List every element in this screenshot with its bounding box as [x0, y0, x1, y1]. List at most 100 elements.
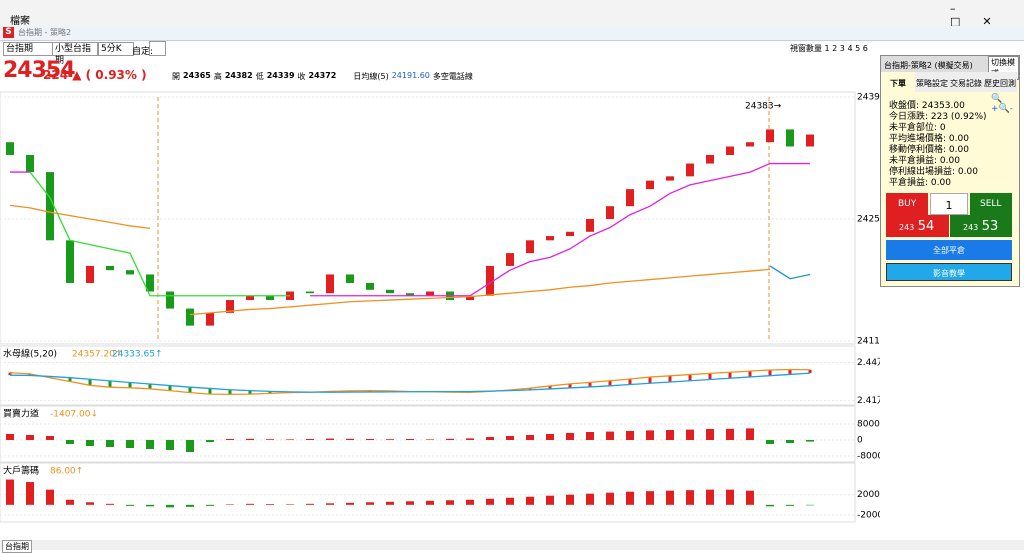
- side-tabs: 下單 策略設定 交易記錄 歷史回測: [881, 72, 1017, 92]
- bar: [386, 501, 394, 505]
- bar: [266, 439, 274, 440]
- bar: [506, 436, 514, 440]
- candle: [486, 265, 494, 296]
- panel-title: 大戶籌碼: [3, 465, 39, 477]
- app-bar: S 台指期 - 策略2: [0, 26, 1024, 41]
- video-button[interactable]: 影音教學: [886, 263, 1012, 281]
- indicator-line: [769, 265, 811, 280]
- bar: [666, 490, 674, 505]
- candle: [46, 172, 54, 241]
- menu-item[interactable]: 檔案: [10, 16, 30, 27]
- title-bar: 檔案 –□✕: [0, 0, 1024, 28]
- info-line: 平倉損益: 0.00: [889, 178, 951, 188]
- indicator-line: [9, 204, 151, 230]
- bar: [326, 503, 334, 505]
- bar: [286, 504, 294, 505]
- candle: [386, 289, 394, 294]
- chart-frame: [0, 91, 856, 345]
- bar: [726, 489, 734, 505]
- candle: [766, 129, 774, 143]
- panel-value: 24333.65↑: [112, 350, 162, 360]
- y-tick-label: 0: [857, 436, 863, 446]
- candle: [226, 300, 234, 313]
- bar: [686, 490, 694, 505]
- bar: [206, 440, 214, 442]
- sell-button[interactable]: SELL: [970, 193, 1012, 215]
- candle: [426, 291, 434, 296]
- bar: [106, 503, 114, 505]
- panel-value: 86.00↑: [50, 467, 83, 477]
- window-count[interactable]: 視窗數量 1 2 3 4 5 6: [790, 44, 868, 53]
- app-title: 台指期 - 策略2: [18, 28, 72, 37]
- bar: [146, 440, 154, 449]
- side-tab[interactable]: 交易記錄: [950, 79, 982, 88]
- status-bar: 台指期: [0, 540, 1024, 553]
- bar: [746, 490, 754, 505]
- bar: [346, 438, 354, 440]
- ask-prefix: 243: [963, 223, 979, 232]
- custom-input[interactable]: [149, 41, 166, 56]
- info-list: 收盤價: 24353.00 今日漲跌: 223 (0.92%) 未平倉部位: 0 平均…: [889, 101, 987, 189]
- close-all-button[interactable]: 全部平倉: [886, 240, 1012, 260]
- ma-label: 日均線(5): [353, 72, 389, 81]
- bar: [346, 502, 354, 505]
- candle: [86, 265, 94, 283]
- candle: [546, 236, 554, 241]
- bar: [466, 499, 474, 505]
- bar: [786, 440, 794, 443]
- period-select[interactable]: 5分K: [98, 42, 134, 56]
- indicator-line: [310, 162, 810, 297]
- candle: [666, 176, 674, 181]
- bar: [206, 504, 214, 506]
- symbol-select[interactable]: 台指期: [3, 42, 53, 56]
- panel-value: 24357.20↑: [72, 350, 122, 360]
- panel-frame: [0, 405, 856, 463]
- y-tick-label: 2.41万: [857, 396, 880, 406]
- candle: [66, 240, 74, 283]
- candle: [146, 274, 154, 292]
- ohlc-value: 24339: [266, 71, 295, 80]
- indicator-line: [189, 268, 771, 316]
- tab[interactable]: 台指期: [2, 540, 32, 553]
- ohlc-label: 高: [213, 72, 222, 81]
- bar: [306, 439, 314, 440]
- ma-value: 24191.60: [391, 71, 430, 80]
- ask[interactable]: 243 53: [950, 215, 1012, 237]
- side-tab[interactable]: 歷史回測: [984, 79, 1016, 88]
- ask-value: 53: [981, 219, 999, 234]
- buy-button[interactable]: BUY: [886, 193, 928, 215]
- candle: [466, 295, 474, 301]
- info-line: 停利線出場損益: 0.00: [889, 167, 978, 177]
- candle: [786, 129, 794, 147]
- zoom-icons[interactable]: 🔍+🔍-: [991, 94, 1013, 114]
- bar: [786, 504, 794, 506]
- product-select[interactable]: 小型台指期: [52, 42, 98, 66]
- candle: [26, 155, 34, 173]
- bar: [686, 429, 694, 440]
- candle: [526, 240, 534, 254]
- bar: [326, 438, 334, 440]
- info-line: 收盤價: 24353.00: [889, 101, 965, 111]
- bar: [546, 434, 554, 440]
- qty-input[interactable]: 1: [930, 193, 968, 215]
- bar: [466, 438, 474, 440]
- bar: [806, 504, 814, 506]
- bid[interactable]: 243 54: [886, 215, 949, 237]
- candle: [586, 219, 594, 232]
- candle: [266, 295, 274, 301]
- bar: [66, 440, 74, 444]
- candle: [606, 206, 614, 219]
- side-tab[interactable]: 策略設定: [916, 79, 948, 88]
- y-tick-label: 24255: [857, 215, 880, 225]
- bar: [526, 435, 534, 440]
- candle: [366, 282, 374, 290]
- y-tick-label: 24398: [857, 93, 880, 103]
- info-line: 平均進場價格: 0.00: [889, 134, 969, 144]
- annotation: 24383→: [745, 102, 782, 112]
- charts: 24398242552411224383→水母線(5,20)24357.20↑2…: [0, 91, 880, 523]
- bar: [706, 489, 714, 505]
- ohlc-value: 24372: [308, 71, 337, 80]
- window-controls[interactable]: –□✕: [950, 2, 1014, 28]
- side-tab[interactable]: 下單: [881, 72, 915, 92]
- bar: [566, 494, 574, 505]
